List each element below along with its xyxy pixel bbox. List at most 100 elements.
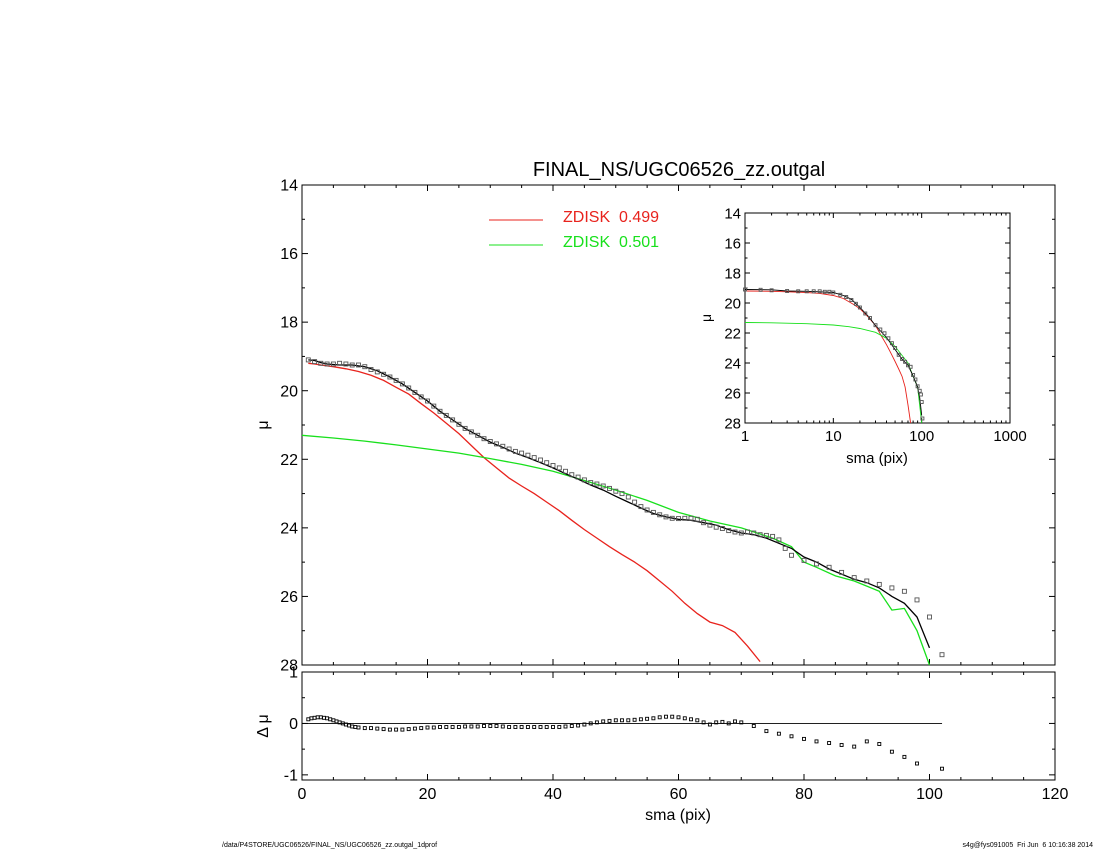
data-point [306, 717, 311, 722]
data-point [334, 719, 339, 724]
data-point [732, 529, 738, 535]
data-point [839, 569, 845, 575]
data-point [695, 718, 700, 723]
data-point [322, 715, 326, 720]
data-point [356, 362, 361, 368]
data-point [726, 528, 732, 534]
data-point [575, 474, 581, 480]
data-point [785, 289, 790, 293]
data-point [581, 477, 587, 483]
data-point [563, 468, 568, 474]
data-point [851, 575, 857, 581]
data-point [927, 614, 932, 620]
data-point [882, 331, 887, 336]
y-tick-label: -1 [284, 767, 298, 784]
data-point [324, 361, 330, 367]
inset-series [743, 287, 925, 424]
data-point [849, 298, 854, 302]
data-point [531, 455, 537, 461]
data-point [626, 718, 631, 723]
data-point [804, 289, 809, 294]
x-tick-label: 10 [825, 428, 842, 445]
main-ylabel: μ [255, 420, 272, 429]
data-point [463, 724, 468, 729]
residual-series [306, 714, 944, 771]
x-tick-label: 100 [909, 428, 934, 445]
data-point [425, 725, 430, 730]
data-point [343, 361, 349, 367]
data-point [733, 719, 737, 724]
data-point [889, 585, 895, 591]
data-point [412, 726, 417, 731]
data-point [701, 520, 707, 526]
residual-plot: 10-10 20 40 60 80 100 120 sma (pix) Δ μ [255, 665, 1068, 824]
series-line-1 [301, 434, 931, 666]
main-series [301, 357, 945, 666]
y-tick-label: 22 [280, 452, 298, 469]
data-point [908, 364, 913, 369]
data-point [582, 722, 587, 727]
data-point [594, 720, 599, 725]
data-point [349, 362, 355, 368]
data-point [487, 439, 493, 444]
data-point [789, 552, 794, 558]
data-point [315, 715, 320, 720]
data-point [920, 416, 925, 421]
data-point [425, 398, 430, 404]
data-point [475, 432, 481, 438]
data-point [669, 515, 675, 521]
data-point [814, 739, 819, 744]
data-point [853, 301, 858, 306]
legend: ZDISK 0.499 ZDISK 0.501 [489, 209, 659, 251]
data-point [588, 721, 593, 726]
data-point [857, 305, 862, 310]
data-point [563, 724, 568, 729]
y-tick-label: 28 [280, 658, 298, 675]
series-line-0 [308, 362, 761, 663]
data-point [676, 516, 681, 522]
data-point [651, 716, 656, 721]
data-point [350, 724, 355, 729]
data-point [550, 463, 556, 468]
data-point [638, 717, 643, 722]
data-point [893, 346, 898, 350]
data-point [500, 443, 506, 449]
data-point [852, 744, 857, 749]
data-point [873, 323, 878, 328]
inset-plot-frame [744, 212, 1011, 424]
y-tick-label: 26 [280, 589, 298, 606]
data-point [613, 718, 618, 723]
data-point [328, 717, 333, 722]
data-point [826, 564, 832, 570]
data-point [513, 725, 518, 729]
data-point [657, 512, 663, 518]
legend-label-zdisk-0499: ZDISK 0.499 [563, 209, 659, 226]
data-point [827, 741, 832, 745]
data-point [544, 725, 549, 729]
data-point [650, 509, 656, 515]
data-point [657, 715, 662, 720]
data-point [811, 289, 816, 294]
x-tick-label: 1 [741, 428, 749, 445]
data-point [330, 361, 336, 367]
data-point [839, 743, 844, 747]
data-point [902, 754, 907, 759]
data-point [362, 364, 368, 370]
data-point [551, 725, 555, 729]
data-point [901, 588, 907, 594]
data-point [462, 425, 468, 431]
data-point [406, 385, 412, 391]
data-point [913, 377, 918, 382]
data-point [876, 581, 882, 587]
data-point [468, 429, 474, 435]
data-point [769, 288, 774, 293]
data-point [726, 721, 731, 726]
data-point [915, 384, 920, 389]
data-point [494, 724, 499, 728]
data-point [506, 446, 512, 452]
data-point [607, 718, 612, 723]
data-point [601, 719, 606, 724]
data-point [532, 725, 537, 729]
data-point [682, 716, 687, 721]
footer-file-path: /data/P4STORE/UGC06526/FINAL_NS/UGC06526… [222, 842, 438, 849]
